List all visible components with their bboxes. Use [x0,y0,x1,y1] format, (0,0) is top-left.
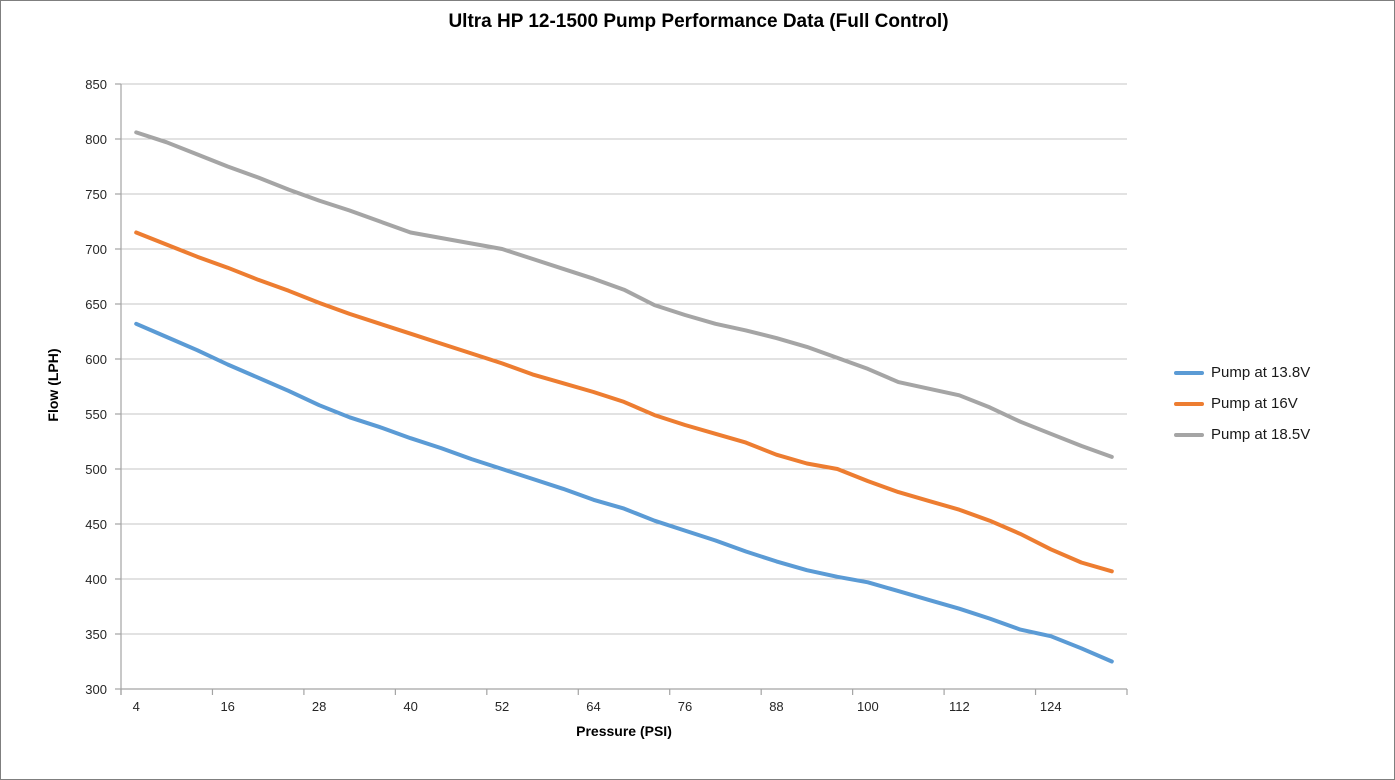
y-tick-label: 450 [85,516,107,532]
series-line-pump-at-13-8v [134,321,1114,664]
x-tick-label: 4 [132,699,140,714]
chart-title: Ultra HP 12-1500 Pump Performance Data (… [448,11,949,32]
x-tick-label: 16 [220,699,235,714]
y-tick-label: 700 [85,241,107,257]
y-tick-label: 400 [85,571,107,587]
x-tick-label: 100 [857,699,879,714]
y-tick-label: 550 [85,406,107,422]
y-tick-label: 800 [85,131,107,147]
legend-item-pump-at-16v: Pump at 16V [1174,388,1389,419]
x-tick-label: 40 [403,699,418,714]
legend: Pump at 13.8V Pump at 16V Pump at 18.5V [1174,357,1389,450]
x-tick-label: 64 [586,699,601,714]
series-line-pump-at-18-5v [134,130,1114,459]
x-axis-title: Pressure (PSI) [576,723,672,739]
legend-label: Pump at 13.8V [1211,364,1311,381]
y-tick-label: 750 [85,186,107,202]
legend-swatch-icon [1174,432,1204,437]
y-tick-label: 350 [85,626,107,642]
x-tick-label: 76 [677,699,693,714]
x-tick-label: 88 [769,699,784,714]
x-tick-label: 52 [494,699,510,714]
y-tick-label: 300 [85,681,107,697]
legend-item-pump-at-18-5v: Pump at 18.5V [1174,419,1389,450]
legend-label: Pump at 16V [1211,395,1298,412]
x-tick-label: 112 [948,699,970,714]
legend-swatch-icon [1174,370,1204,375]
series-line-pump-at-16v [134,230,1114,574]
legend-label: Pump at 18.5V [1211,426,1311,443]
y-tick-label: 650 [85,296,107,312]
legend-item-pump-at-13-8v: Pump at 13.8V [1174,357,1389,388]
y-tick-label: 600 [85,351,107,367]
y-tick-label: 850 [85,76,107,92]
x-tick-label: 124 [1039,699,1062,714]
y-tick-label: 500 [85,461,107,477]
x-tick-label: 28 [311,699,327,714]
legend-swatch-icon [1174,401,1204,406]
